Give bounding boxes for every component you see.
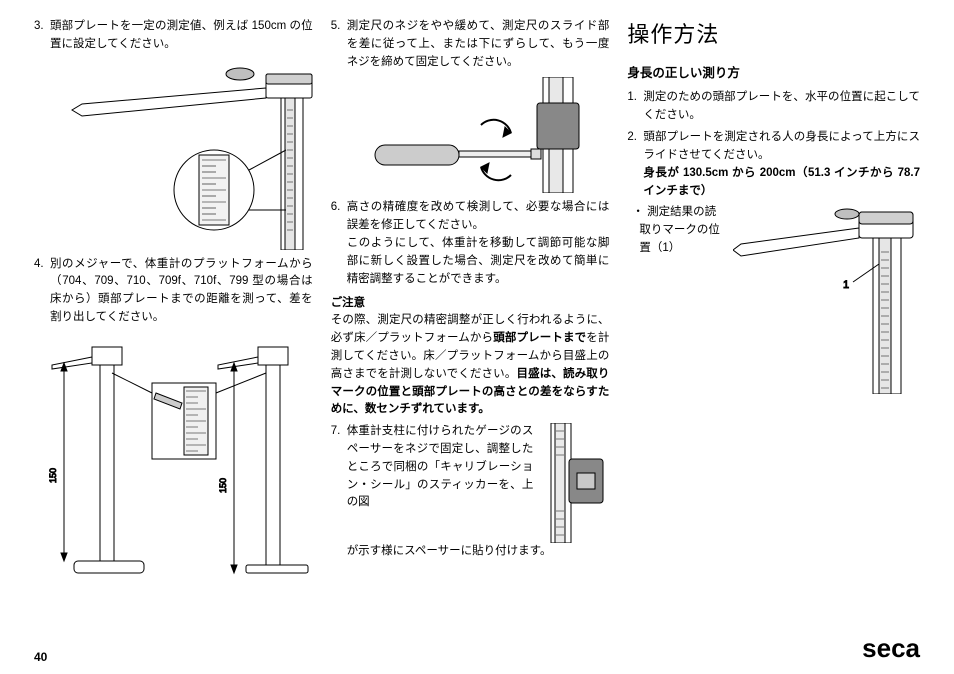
step-text: 高さの精確度を改めて検測して、必要な場合には誤差を修正してください。 このように… bbox=[347, 199, 610, 288]
op-step-2-text: 頭部プレートを測定される人の身長によって上方にスライドさせてください。 bbox=[643, 131, 920, 161]
range-text: 身長が 130.5cm から 200cm（51.3 インチから 78.7 インチ… bbox=[643, 167, 920, 197]
step-3: 3. 頭部プレートを一定の測定値、例えば 150cm の位置に設定してください。 bbox=[34, 18, 313, 54]
brand-logo: seca bbox=[862, 633, 920, 664]
note-bold: 頭部プレートまで bbox=[493, 332, 586, 344]
step-text: 測定のための頭部プレートを、水平の位置に起こしてください。 bbox=[643, 89, 920, 125]
step-number: 1. bbox=[627, 89, 643, 125]
step-number: 7. bbox=[331, 423, 347, 561]
bullet-text: ・ 測定結果の読取りマークの位置（1） bbox=[627, 204, 725, 394]
column-2: 5. 測定尺のネジをやや緩めて、測定尺のスライド部を差に従って上、または下にずら… bbox=[331, 18, 610, 646]
note-body: その際、測定尺の精密調整が正しく行われるように、必ず床／プラットフォームから頭部… bbox=[331, 312, 610, 419]
page-footer: 40 seca bbox=[0, 633, 954, 664]
section-subheading: 身長の正しい測り方 bbox=[627, 64, 920, 83]
dim-label: 150 bbox=[218, 478, 228, 493]
figure-spacer-small bbox=[539, 423, 609, 543]
page-number: 40 bbox=[34, 650, 47, 664]
step-text: 別のメジャーで、体重計のプラットフォームから（704、709、710、709f、… bbox=[50, 256, 313, 327]
column-3: 操作方法 身長の正しい測り方 1. 測定のための頭部プレートを、水平の位置に起こ… bbox=[627, 18, 920, 646]
figure-screwdriver bbox=[331, 77, 611, 193]
step-number: 4. bbox=[34, 256, 50, 327]
step-6: 6. 高さの精確度を改めて検測して、必要な場合には誤差を修正してください。 この… bbox=[331, 199, 610, 288]
step-4: 4. 別のメジャーで、体重計のプラットフォームから（704、709、710、70… bbox=[34, 256, 313, 327]
step-5: 5. 測定尺のネジをやや緩めて、測定尺のスライド部を差に従って上、または下にずら… bbox=[331, 18, 610, 71]
step-text: 体重計支柱に付けられたゲージのスペーサーをネジで固定し、調整したところで同梱の「… bbox=[347, 423, 610, 561]
section-heading: 操作方法 bbox=[627, 18, 920, 52]
callout-label: 1 bbox=[843, 279, 849, 291]
step-text: 頭部プレートを測定される人の身長によって上方にスライドさせてください。 身長が … bbox=[643, 129, 920, 200]
op-step-2: 2. 頭部プレートを測定される人の身長によって上方にスライドさせてください。 身… bbox=[627, 129, 920, 200]
step-7b: が示す様にスペーサーに貼り付けます。 bbox=[347, 545, 552, 557]
figure-headplate-callout: 1 bbox=[733, 204, 923, 394]
step-7a: 体重計支柱に付けられたゲージのスペーサーをネジで固定し、調整したところで同梱の「… bbox=[347, 423, 534, 543]
step-7: 7. 体重計支柱に付けられたゲージのスペーサーをネジで固定し、調整したところで同… bbox=[331, 423, 610, 561]
step-number: 5. bbox=[331, 18, 347, 71]
step-text: 測定尺のネジをやや緩めて、測定尺のスライド部を差に従って上、または下にずらして、… bbox=[347, 18, 610, 71]
step-number: 3. bbox=[34, 18, 50, 54]
figure-two-stands: 150 150 bbox=[34, 333, 314, 583]
step-number: 6. bbox=[331, 199, 347, 288]
note-label: ご注意 bbox=[331, 295, 610, 313]
op-step-1: 1. 測定のための頭部プレートを、水平の位置に起こしてください。 bbox=[627, 89, 920, 125]
column-1: 3. 頭部プレートを一定の測定値、例えば 150cm の位置に設定してください。 bbox=[34, 18, 313, 646]
step-number: 2. bbox=[627, 129, 643, 200]
figure-headplate bbox=[34, 60, 314, 250]
dim-label: 150 bbox=[48, 468, 58, 483]
step-text: 頭部プレートを一定の測定値、例えば 150cm の位置に設定してください。 bbox=[50, 18, 313, 54]
